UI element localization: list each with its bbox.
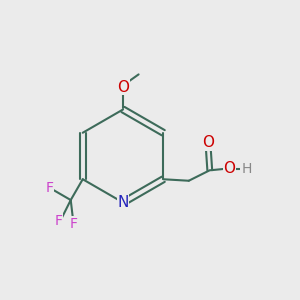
Text: O: O [117,80,129,94]
Text: O: O [202,135,214,150]
Text: N: N [117,195,129,210]
Text: F: F [70,217,78,231]
Text: H: H [241,162,252,176]
Text: F: F [46,181,54,195]
Text: F: F [55,214,63,228]
Text: O: O [223,161,235,176]
